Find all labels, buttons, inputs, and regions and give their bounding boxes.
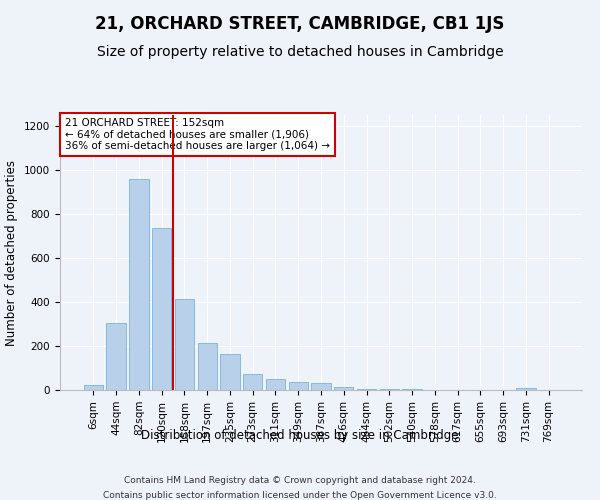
Bar [403,389,422,390]
Bar [516,388,536,390]
Bar [334,386,353,390]
Y-axis label: Number of detached properties: Number of detached properties [5,160,19,346]
Text: Distribution of detached houses by size in Cambridge: Distribution of detached houses by size … [141,428,459,442]
Bar [243,374,262,390]
Bar [357,389,376,390]
Text: Contains HM Land Registry data © Crown copyright and database right 2024.: Contains HM Land Registry data © Crown c… [124,476,476,485]
Bar [220,354,239,390]
Text: Contains public sector information licensed under the Open Government Licence v3: Contains public sector information licen… [103,491,497,500]
Bar [380,389,399,390]
Bar [289,382,308,390]
Bar [175,298,194,390]
Bar [129,179,149,390]
Bar [106,323,126,390]
Text: Size of property relative to detached houses in Cambridge: Size of property relative to detached ho… [97,45,503,59]
Bar [84,384,103,390]
Text: 21 ORCHARD STREET: 152sqm
← 64% of detached houses are smaller (1,906)
36% of se: 21 ORCHARD STREET: 152sqm ← 64% of detac… [65,118,330,151]
Text: 21, ORCHARD STREET, CAMBRIDGE, CB1 1JS: 21, ORCHARD STREET, CAMBRIDGE, CB1 1JS [95,15,505,33]
Bar [197,342,217,390]
Bar [266,379,285,390]
Bar [152,228,172,390]
Bar [311,384,331,390]
